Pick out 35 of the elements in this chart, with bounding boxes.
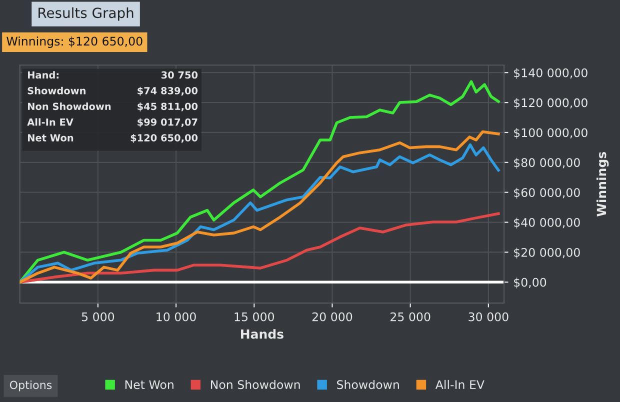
x-axis-title: Hands bbox=[241, 329, 284, 339]
annotation: Showdown bbox=[28, 86, 86, 94]
y-tick-label: $140 000,00 bbox=[514, 68, 588, 79]
x-tick-label: 30 000 bbox=[468, 312, 508, 322]
chart-title: Results Graph bbox=[38, 7, 134, 21]
x-tick-label: 20 000 bbox=[312, 312, 352, 322]
legend-label: All-In EV bbox=[435, 380, 484, 389]
annotation: All-In EV bbox=[27, 118, 74, 126]
chart-subtitle: Winnings: $120 650,00 bbox=[6, 36, 142, 48]
line-series bbox=[20, 80, 500, 284]
legend-label: Showdown bbox=[337, 380, 399, 390]
legend-label: Non Showdown bbox=[210, 380, 300, 390]
y-tick-label: $0,00 bbox=[514, 278, 546, 288]
y-tick-label: $100 000,00 bbox=[514, 128, 588, 139]
annotation: Net Won bbox=[28, 134, 74, 142]
y-tick-label: $20 000,00 bbox=[514, 248, 580, 258]
annotation: Non Showdown bbox=[28, 102, 111, 110]
y-tick-label: $60 000,00 bbox=[514, 188, 580, 199]
annotation: Hand: bbox=[28, 71, 58, 79]
y-axis-title: Winnings bbox=[596, 152, 609, 216]
annotation: $99 017,07 bbox=[138, 118, 198, 128]
y-tick-label: $80 000,00 bbox=[514, 158, 580, 169]
x-tick-label: 5 000 bbox=[82, 312, 114, 322]
y-tick-label: $120 000,00 bbox=[514, 98, 588, 109]
text: Options bbox=[10, 380, 52, 392]
annotation: $45 811,00 bbox=[138, 102, 198, 112]
x-tick-label: 25 000 bbox=[390, 312, 430, 322]
y-tick-label: $40 000,00 bbox=[514, 218, 580, 229]
legend-label: Net Won bbox=[125, 380, 174, 390]
annotation: $120 650,00 bbox=[130, 134, 198, 143]
line-series bbox=[20, 212, 500, 284]
x-tick-label: 15 000 bbox=[234, 312, 274, 322]
annotation: 30 750 bbox=[161, 71, 198, 79]
annotation: $74 839,00 bbox=[138, 86, 198, 96]
x-tick-label: 10 000 bbox=[156, 312, 196, 322]
